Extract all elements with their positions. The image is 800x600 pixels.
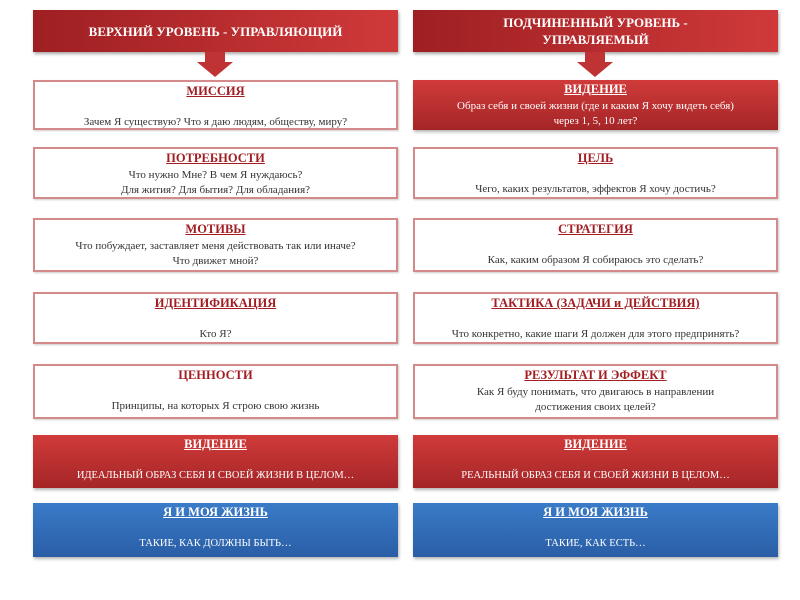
strategy-box: СТРАТЕГИЯ Как, каким образом Я собираюсь … bbox=[413, 218, 778, 272]
box-title: Я И МОЯ ЖИЗНЬ bbox=[543, 505, 648, 519]
left-header-text: ВЕРХНИЙ УРОВЕНЬ - УПРАВЛЯЮЩИЙ bbox=[88, 23, 343, 39]
left-header: ВЕРХНИЙ УРОВЕНЬ - УПРАВЛЯЮЩИЙ bbox=[33, 10, 398, 52]
box-text: Зачем Я существую? Что я даю людям, обще… bbox=[83, 116, 348, 128]
vision-box: ВИДЕНИЕ Образ себя и своей жизни (где и к… bbox=[413, 80, 778, 130]
box-title: ВИДЕНИЕ bbox=[564, 437, 627, 451]
mission-box: МИССИЯ Зачем Я существую? Что я даю людям… bbox=[33, 80, 398, 130]
box-title: ПОТРЕБНОСТИ bbox=[166, 151, 265, 165]
vision-ideal-box: ВИДЕНИЕ ИДЕАЛЬНЫЙ ОБРАЗ СЕБЯ И СВОЕЙ ЖИЗН… bbox=[33, 435, 398, 488]
box-title: ВИДЕНИЕ bbox=[184, 437, 247, 451]
result-box: РЕЗУЛЬТАТ И ЭФФЕКТ Как Я буду понимать, ч… bbox=[413, 364, 778, 419]
box-text: РЕАЛЬНЫЙ ОБРАЗ СЕБЯ И СВОЕЙ ЖИЗНИ В ЦЕЛО… bbox=[461, 470, 730, 481]
motives-box: МОТИВЫ Что побуждает, заставляет меня дей… bbox=[33, 218, 398, 272]
box-title: ЦЕННОСТИ bbox=[178, 368, 253, 382]
box-text: достижения своих целей? bbox=[535, 401, 656, 413]
box-title: ЦЕЛЬ bbox=[577, 151, 614, 165]
box-title: МИССИЯ bbox=[186, 84, 245, 98]
vision-real-box: ВИДЕНИЕ РЕАЛЬНЫЙ ОБРАЗ СЕБЯ И СВОЕЙ ЖИЗНИ… bbox=[413, 435, 778, 488]
box-text: Кто Я? bbox=[199, 328, 232, 340]
box-text: Что конкретно, какие шаги Я должен для э… bbox=[451, 328, 740, 340]
box-text: Образ себя и своей жизни (где и каким Я … bbox=[457, 100, 734, 112]
box-text: ИДЕАЛЬНЫЙ ОБРАЗ СЕБЯ И СВОЕЙ ЖИЗНИ В ЦЕЛ… bbox=[76, 470, 355, 481]
needs-box: ПОТРЕБНОСТИ Что нужно Мне? В чем Я нуждаю… bbox=[33, 147, 398, 199]
me-and-life-should-box: Я И МОЯ ЖИЗНЬ ТАКИЕ, КАК ДОЛЖНЫ БЫТЬ… bbox=[33, 503, 398, 557]
box-text: Что нужно Мне? В чем Я нуждаюсь? bbox=[128, 169, 303, 181]
box-text: Что побуждает, заставляет меня действова… bbox=[75, 240, 356, 252]
box-title: МОТИВЫ bbox=[185, 222, 246, 236]
box-text: ТАКИЕ, КАК ДОЛЖНЫ БЫТЬ… bbox=[139, 538, 292, 549]
identification-box: ИДЕНТИФИКАЦИЯ Кто Я? bbox=[33, 292, 398, 344]
goal-box: ЦЕЛЬ Чего, каких результатов, эффектов Я … bbox=[413, 147, 778, 199]
right-header: ПОДЧИНЕННЫЙ УРОВЕНЬ - УПРАВЛЯЕМЫЙ bbox=[413, 10, 778, 52]
box-text: Как Я буду понимать, что двигаюсь в напр… bbox=[476, 386, 715, 398]
box-text: Чего, каких результатов, эффектов Я хочу… bbox=[475, 183, 716, 195]
box-text: через 1, 5, 10 лет? bbox=[553, 115, 638, 127]
tactics-box: ТАКТИКА (ЗАДАЧИ и ДЕЙСТВИЯ) Что конкретно… bbox=[413, 292, 778, 344]
me-and-life-is-box: Я И МОЯ ЖИЗНЬ ТАКИЕ, КАК ЕСТЬ… bbox=[413, 503, 778, 557]
box-title: РЕЗУЛЬТАТ И ЭФФЕКТ bbox=[524, 368, 667, 382]
box-text: ТАКИЕ, КАК ЕСТЬ… bbox=[545, 538, 646, 549]
box-text: Как, каким образом Я собираюсь это сдела… bbox=[487, 254, 704, 266]
right-header-text: ПОДЧИНЕННЫЙ УРОВЕНЬ - УПРАВЛЯЕМЫЙ bbox=[503, 15, 688, 47]
box-text: Что движет мной? bbox=[172, 255, 259, 267]
values-box: ЦЕННОСТИ Принципы, на которых Я строю сво… bbox=[33, 364, 398, 419]
box-title: ИДЕНТИФИКАЦИЯ bbox=[154, 296, 277, 310]
box-title: ВИДЕНИЕ bbox=[564, 82, 627, 96]
box-title: Я И МОЯ ЖИЗНЬ bbox=[163, 505, 268, 519]
box-text: Для жития? Для бытия? Для обладания? bbox=[120, 184, 311, 196]
box-text: Принципы, на которых Я строю свою жизнь bbox=[111, 400, 320, 412]
box-title: ТАКТИКА (ЗАДАЧИ и ДЕЙСТВИЯ) bbox=[491, 296, 700, 310]
box-title: СТРАТЕГИЯ bbox=[558, 222, 633, 236]
